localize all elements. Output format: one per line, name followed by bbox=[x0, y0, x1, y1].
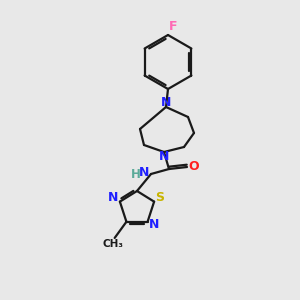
Text: N: N bbox=[139, 166, 149, 178]
Text: N: N bbox=[159, 151, 169, 164]
Text: O: O bbox=[189, 160, 199, 173]
Text: H: H bbox=[131, 169, 141, 182]
Text: N: N bbox=[108, 191, 118, 204]
Text: F: F bbox=[169, 20, 177, 34]
Text: N: N bbox=[148, 218, 159, 231]
Text: N: N bbox=[161, 97, 171, 110]
Text: CH₃: CH₃ bbox=[102, 239, 123, 249]
Text: S: S bbox=[156, 191, 165, 204]
